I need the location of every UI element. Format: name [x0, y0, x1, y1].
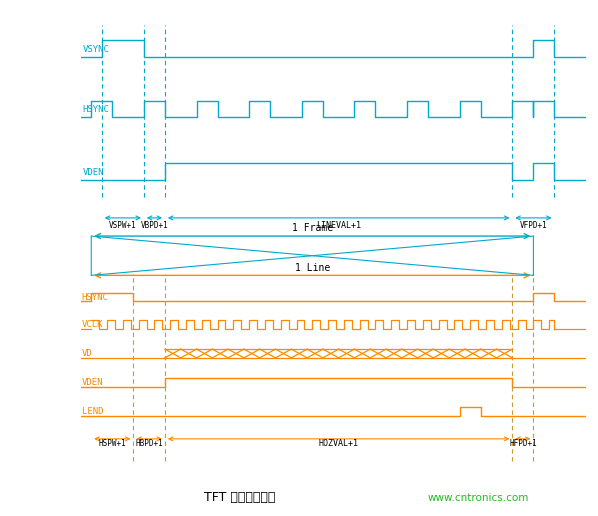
- Text: LEND: LEND: [82, 407, 103, 416]
- Text: VDEN: VDEN: [82, 378, 103, 388]
- Text: 1 Frame: 1 Frame: [292, 223, 333, 233]
- Text: HOZVAL+1: HOZVAL+1: [319, 439, 359, 448]
- Text: LINEVAL+1: LINEVAL+1: [316, 221, 361, 230]
- Text: TFT 屏工作時序圖: TFT 屏工作時序圖: [203, 491, 275, 504]
- Text: VD: VD: [82, 349, 93, 359]
- Text: HSYNC: HSYNC: [82, 293, 109, 302]
- Text: VDEN: VDEN: [83, 168, 104, 178]
- Text: VSPW+1: VSPW+1: [109, 221, 137, 230]
- Text: HFPD+1: HFPD+1: [509, 439, 537, 448]
- Text: VCLK: VCLK: [82, 320, 103, 330]
- Text: VSYNC: VSYNC: [83, 45, 109, 54]
- Text: HSYNC: HSYNC: [83, 105, 109, 115]
- Text: www.cntronics.com: www.cntronics.com: [428, 492, 529, 503]
- Text: VFPD+1: VFPD+1: [520, 221, 547, 230]
- Text: 1 Line: 1 Line: [295, 263, 330, 273]
- Text: HBPD+1: HBPD+1: [135, 439, 163, 448]
- Text: HSPW+1: HSPW+1: [99, 439, 126, 448]
- Text: VBPD+1: VBPD+1: [141, 221, 168, 230]
